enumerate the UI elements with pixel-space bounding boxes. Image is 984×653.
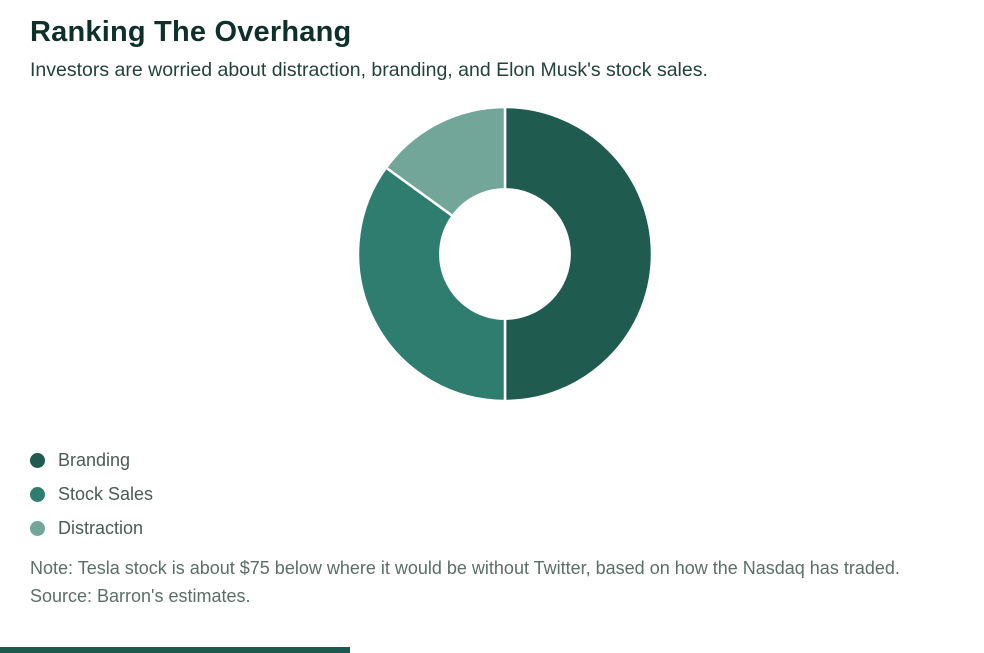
legend-label: Distraction: [58, 517, 144, 538]
chart-header: Ranking The Overhang Investors are worri…: [30, 16, 962, 84]
source-text: Source: Barron's estimates.: [30, 585, 251, 606]
legend-label: Stock Sales: [58, 483, 154, 504]
chart-subtitle: Investors are worried about distraction,…: [30, 59, 708, 82]
legend-dot-icon: [30, 452, 45, 468]
donut-slice-branding: [503, 105, 654, 402]
note-text: Note: Tesla stock is about $75 below whe…: [30, 557, 900, 578]
donut-slice-distraction: [384, 105, 507, 217]
legend: Branding Stock Sales Distraction: [30, 450, 962, 539]
legend-item-stock-sales: Stock Sales: [30, 484, 962, 505]
chart-title: Ranking The Overhang: [30, 16, 352, 48]
legend-item-distraction: Distraction: [30, 518, 962, 539]
donut-slice-stock-sales: [356, 166, 507, 402]
donut-chart: [356, 105, 654, 402]
legend-item-branding: Branding: [30, 450, 962, 471]
legend-label: Branding: [58, 449, 131, 470]
chart-footer: Note: Tesla stock is about $75 below whe…: [30, 555, 962, 609]
legend-dot-icon: [30, 520, 45, 536]
chart-area: [30, 104, 962, 404]
bottom-accent-bar: [0, 647, 350, 653]
legend-dot-icon: [30, 486, 45, 502]
